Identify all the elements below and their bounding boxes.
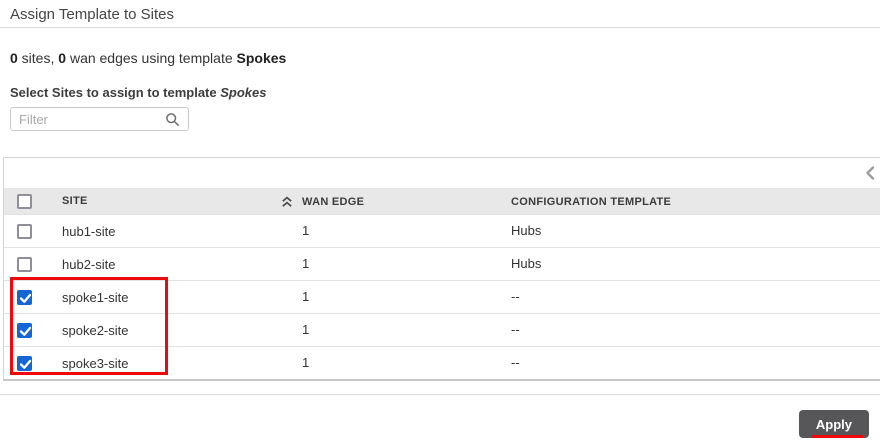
row-checkbox[interactable] [17, 256, 32, 272]
row-site-cell: spoke1-site [50, 290, 296, 305]
sites-table-panel: SITE WAN EDGE CONFIGURATION TEMPLATE hub… [3, 157, 880, 381]
configuration-template-value: -- [511, 322, 520, 337]
site-column-label: SITE [62, 195, 88, 207]
row-wan-edge-cell: 1 [296, 354, 504, 372]
configuration-template-column-label: CONFIGURATION TEMPLATE [511, 196, 672, 208]
template-name: Spokes [236, 50, 287, 66]
wan-edge-count: 1 [302, 223, 310, 238]
row-site-cell: hub2-site [50, 257, 296, 272]
column-header-wan-edge[interactable]: WAN EDGE [296, 192, 504, 210]
edges-label: wan edges using template [66, 50, 237, 66]
page-title: Assign Template to Sites [10, 6, 174, 23]
table-row[interactable]: hub1-site 1 Hubs [4, 214, 880, 247]
filter-input[interactable] [11, 108, 188, 130]
sites-count: 0 [10, 50, 18, 66]
row-site-cell: hub1-site [50, 224, 296, 239]
wan-edge-count: 1 [302, 256, 310, 271]
row-configuration-template-cell: Hubs [504, 222, 880, 240]
site-name: spoke3-site [62, 355, 129, 371]
edges-count: 0 [58, 50, 67, 66]
row-check-cell [4, 289, 50, 305]
column-header-site[interactable]: SITE [50, 195, 296, 207]
footer-divider [0, 394, 880, 395]
row-check-cell [4, 223, 50, 239]
row-check-cell [4, 256, 50, 272]
row-site-cell: spoke3-site [50, 356, 296, 371]
title-divider [0, 27, 880, 28]
row-wan-edge-cell: 1 [296, 321, 504, 339]
site-name: hub1-site [62, 223, 116, 239]
sites-label: sites, [17, 50, 59, 66]
filter-field[interactable] [10, 107, 189, 131]
usage-summary: 0 sites, 0 wan edges using template Spok… [10, 50, 286, 66]
wan-edge-column-label: WAN EDGE [302, 196, 365, 208]
sort-ascending-icon[interactable] [281, 195, 293, 207]
configuration-template-value: Hubs [511, 223, 542, 238]
select-all-checkbox[interactable] [17, 193, 32, 209]
wan-edge-count: 1 [302, 289, 310, 304]
table-header-row: SITE WAN EDGE CONFIGURATION TEMPLATE [4, 188, 880, 214]
table-row[interactable]: hub2-site 1 Hubs [4, 247, 880, 280]
configuration-template-value: Hubs [511, 256, 542, 271]
table-body: hub1-site 1 Hubs hub2-site 1 Hubs spoke1… [4, 214, 880, 379]
chevron-left-icon[interactable] [864, 165, 878, 181]
table-row[interactable]: spoke3-site 1 -- [4, 346, 880, 379]
row-configuration-template-cell: -- [504, 321, 880, 339]
row-checkbox[interactable] [17, 289, 32, 305]
row-wan-edge-cell: 1 [296, 222, 504, 240]
row-wan-edge-cell: 1 [296, 255, 504, 273]
site-name: spoke2-site [62, 322, 129, 338]
row-check-cell [4, 322, 50, 338]
column-header-configuration-template[interactable]: CONFIGURATION TEMPLATE [504, 192, 880, 210]
row-checkbox[interactable] [17, 223, 32, 239]
row-check-cell [4, 355, 50, 371]
table-row[interactable]: spoke2-site 1 -- [4, 313, 880, 346]
apply-button[interactable]: Apply [798, 410, 869, 438]
select-template-name: Spokes [220, 85, 267, 100]
configuration-template-value: -- [511, 355, 520, 370]
wan-edge-count: 1 [302, 355, 310, 370]
select-sites-prompt: Select Sites to assign to template Spoke… [10, 85, 266, 100]
row-configuration-template-cell: -- [504, 354, 880, 372]
table-toolbar [4, 158, 880, 188]
header-check-cell [4, 193, 50, 209]
row-configuration-template-cell: Hubs [504, 255, 880, 273]
wan-edge-count: 1 [302, 322, 310, 337]
row-configuration-template-cell: -- [504, 288, 880, 306]
row-checkbox[interactable] [17, 322, 32, 338]
row-wan-edge-cell: 1 [296, 288, 504, 306]
configuration-template-value: -- [511, 289, 520, 304]
table-row[interactable]: spoke1-site 1 -- [4, 280, 880, 313]
search-icon [165, 112, 180, 127]
row-site-cell: spoke2-site [50, 323, 296, 338]
site-name: hub2-site [62, 256, 116, 272]
site-name: spoke1-site [62, 289, 129, 305]
select-sites-label: Select Sites to assign to template [10, 85, 221, 100]
row-checkbox[interactable] [17, 355, 32, 371]
